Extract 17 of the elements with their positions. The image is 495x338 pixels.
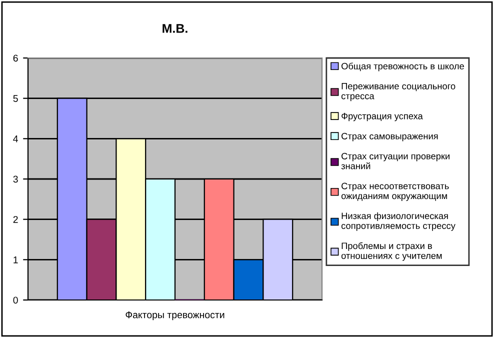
legend-label: Фрустрация успеха [342,112,423,122]
y-tick-label: 5 [13,95,18,102]
y-tick-label: 4 [13,136,18,142]
legend-label: Страх самовыражения [342,132,438,142]
legend-label: Переживание социального стресса [341,83,456,102]
legend-label: Страх ситуации проверки знаний [341,152,450,170]
x-tick-label: Факторы тревожности [126,311,224,320]
y-tick-label: 3 [13,176,18,183]
legend-label: Общая тревожность в школе [342,62,464,72]
chart-title: М.В. [162,24,188,33]
y-tick-label: 0 [13,296,18,304]
y-tick-label: 2 [13,216,18,223]
legend-label: Страх несоответствовать ожиданиям окружающим [341,182,449,201]
y-tick-label: 1 [14,256,18,264]
legend-label: Проблемы и страхи в отношениях с учителем [341,242,442,261]
y-tick-label: 6 [13,54,18,62]
legend-label: Низкая физиологическая сопротивляемость стрессу [341,212,456,231]
